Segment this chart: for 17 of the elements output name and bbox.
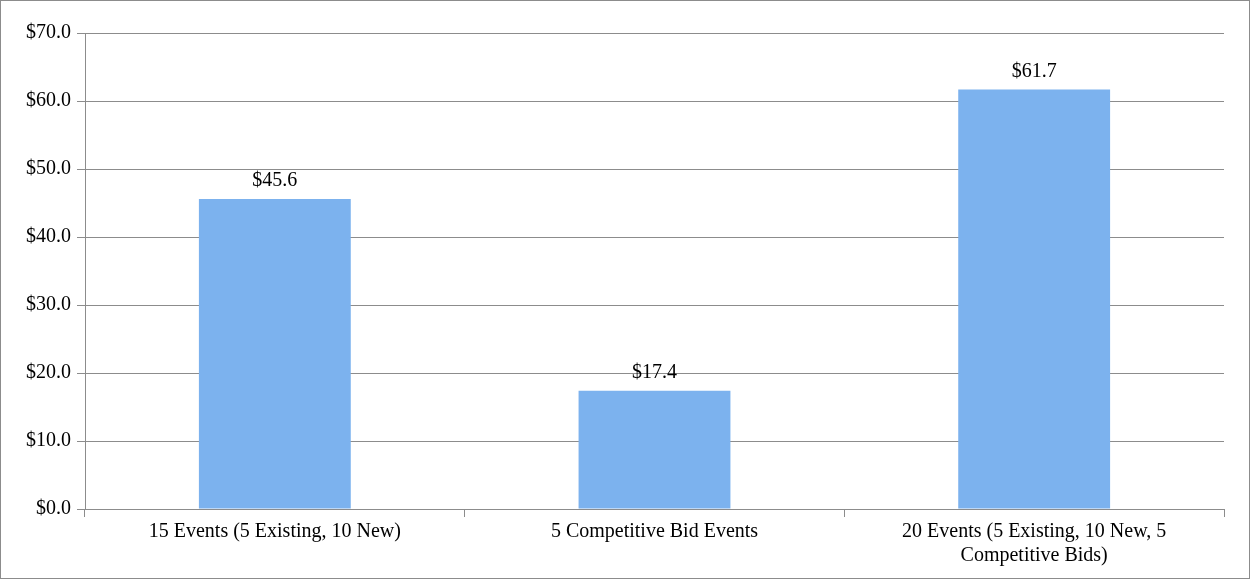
y-tick-label: $10.0 bbox=[26, 428, 71, 451]
data-label: $61.7 bbox=[1011, 58, 1057, 81]
x-tick-label: 20 Events (5 Existing, 10 New, 5 Competitive Bids) bbox=[902, 519, 1167, 567]
x-tick-label: 15 Events (5 Existing, 10 New) bbox=[148, 519, 401, 543]
y-tick-label: $70.0 bbox=[26, 20, 71, 43]
y-tick-label: $30.0 bbox=[26, 292, 71, 315]
bar bbox=[578, 390, 731, 509]
bar bbox=[958, 89, 1111, 509]
y-tick-label: $50.0 bbox=[26, 156, 71, 179]
data-label: $17.4 bbox=[632, 359, 677, 382]
y-tick-label: $0.0 bbox=[36, 496, 71, 519]
y-tick-label: $60.0 bbox=[26, 88, 71, 111]
bar bbox=[198, 198, 351, 509]
data-label: $45.6 bbox=[252, 168, 298, 191]
y-tick-label: $40.0 bbox=[26, 224, 71, 247]
x-tick-label: 5 Competitive Bid Events bbox=[550, 519, 759, 543]
y-tick-label: $20.0 bbox=[26, 360, 71, 383]
